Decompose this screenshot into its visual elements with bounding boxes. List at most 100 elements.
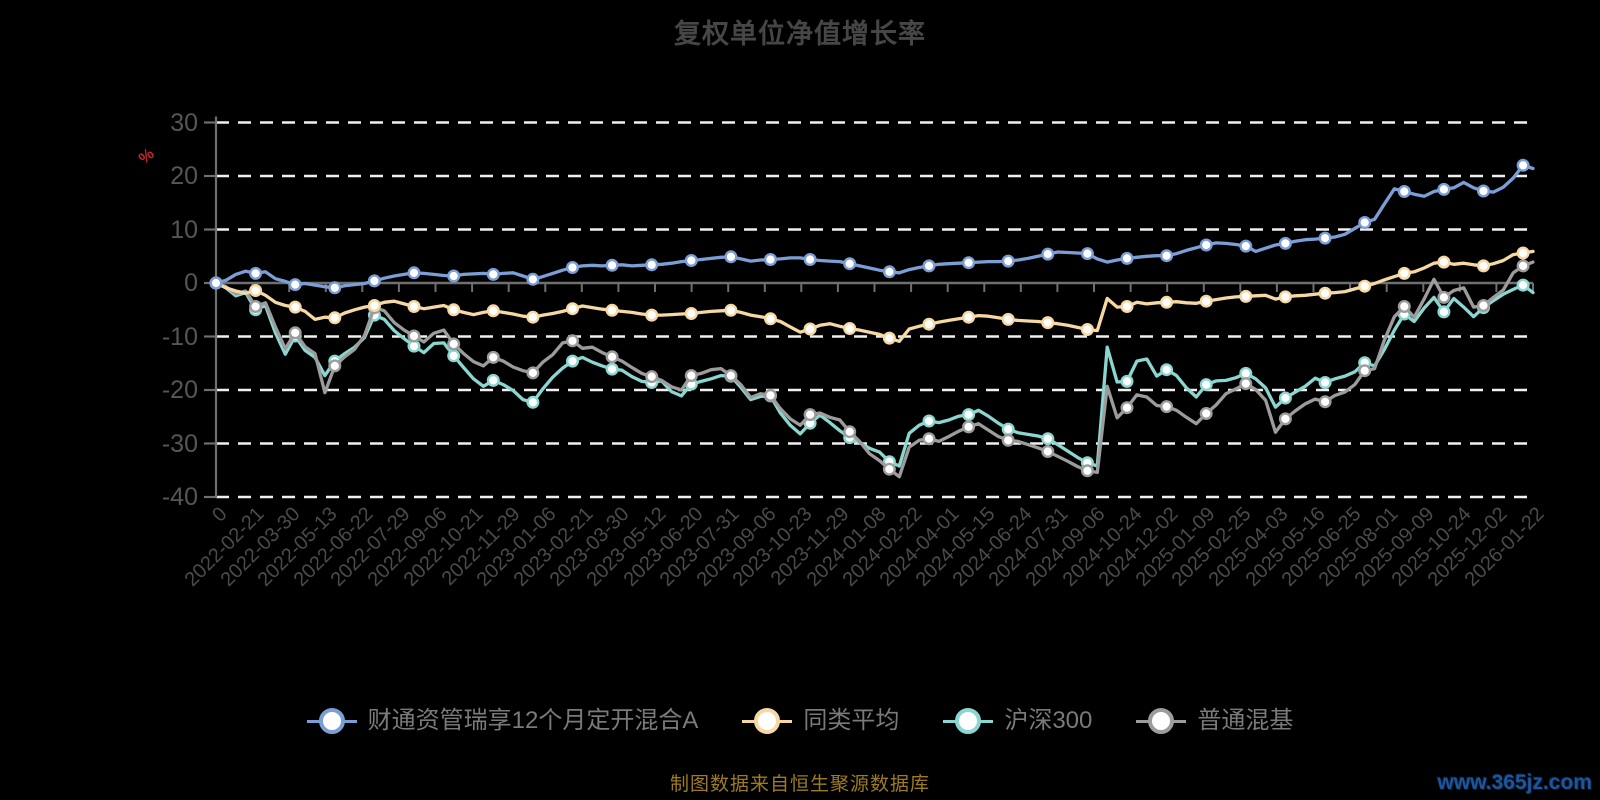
series-marker-0 xyxy=(288,278,302,292)
series-line-1 xyxy=(214,249,1535,343)
legend-label: 沪深300 xyxy=(1004,707,1093,734)
legend-marker-icon xyxy=(943,708,994,734)
legend-item-3[interactable]: 普通混基 xyxy=(1136,708,1293,734)
series-marker-0 xyxy=(249,266,263,280)
series-markers-0 xyxy=(209,158,1530,295)
series-line-3 xyxy=(214,260,1535,479)
series-marker-1 xyxy=(803,322,817,336)
series-marker-1 xyxy=(1041,316,1055,330)
series-marker-0 xyxy=(486,267,500,281)
legend-marker-icon xyxy=(742,708,793,734)
series-marker-2 xyxy=(526,395,540,409)
series-marker-1 xyxy=(1199,294,1213,308)
series-marker-3 xyxy=(764,388,778,402)
series-marker-2 xyxy=(1001,422,1015,436)
series-marker-3 xyxy=(922,432,936,446)
series-marker-1 xyxy=(1318,286,1332,300)
series-line-2 xyxy=(214,281,1535,468)
series-marker-1 xyxy=(1397,266,1411,280)
series-marker-3 xyxy=(447,337,461,351)
series-marker-3 xyxy=(645,370,659,384)
legend-item-2[interactable]: 沪深300 xyxy=(943,708,1092,734)
series-marker-3 xyxy=(1239,377,1253,391)
legend-item-0[interactable]: 财通资管瑞享12个月定开混合A xyxy=(306,708,698,734)
series-marker-3 xyxy=(803,408,817,422)
y-axis-label--10: -10 xyxy=(161,322,198,351)
series-marker-0 xyxy=(1278,236,1292,250)
series-marker-3 xyxy=(1199,407,1213,421)
series-marker-0 xyxy=(1476,184,1490,198)
series-marker-0 xyxy=(1397,184,1411,198)
series-marker-2 xyxy=(1437,305,1451,319)
series-marker-1 xyxy=(843,322,857,336)
series-marker-3 xyxy=(1516,259,1530,273)
series-marker-2 xyxy=(1318,376,1332,390)
series-marker-3 xyxy=(1120,401,1134,415)
series-marker-1 xyxy=(1437,255,1451,269)
series-marker-1 xyxy=(566,302,580,316)
series-marker-3 xyxy=(605,350,619,364)
series-marker-0 xyxy=(1199,238,1213,252)
series-marker-0 xyxy=(1120,251,1134,265)
series-marker-1 xyxy=(367,299,381,313)
series-marker-0 xyxy=(1001,254,1015,268)
series-marker-0 xyxy=(1358,215,1372,229)
series-marker-3 xyxy=(684,369,698,383)
legend-label: 普通混基 xyxy=(1197,707,1294,734)
series-marker-0 xyxy=(209,276,223,290)
series-marker-1 xyxy=(724,303,738,317)
series-marker-0 xyxy=(764,252,778,266)
legend-circle-icon xyxy=(754,708,781,734)
series-marker-2 xyxy=(1278,391,1292,405)
series-marker-1 xyxy=(645,308,659,322)
series-marker-1 xyxy=(962,310,976,324)
series-marker-0 xyxy=(367,274,381,288)
series-marker-1 xyxy=(526,310,540,324)
series-marker-3 xyxy=(1318,395,1332,409)
series-marker-0 xyxy=(1437,182,1451,196)
series-marker-2 xyxy=(1041,432,1055,446)
series-marker-3 xyxy=(724,369,738,383)
series-marker-1 xyxy=(1080,323,1094,337)
series-marker-3 xyxy=(1278,412,1292,426)
series-marker-0 xyxy=(724,250,738,264)
series-marker-0 xyxy=(1160,249,1174,263)
y-axis-label-30: 30 xyxy=(170,108,198,137)
series-marker-3 xyxy=(566,334,580,348)
y-axis-label-20: 20 xyxy=(170,162,198,190)
series-marker-0 xyxy=(566,261,580,275)
legend-item-1[interactable]: 同类平均 xyxy=(742,708,899,734)
chart-title: 复权单位净值增长率 xyxy=(674,19,926,49)
y-axis-label--20: -20 xyxy=(161,376,198,404)
series-marker-1 xyxy=(1120,300,1134,314)
series-marker-0 xyxy=(922,259,936,273)
series-marker-1 xyxy=(407,300,421,314)
series-line-0 xyxy=(214,163,1535,290)
series-marker-1 xyxy=(1239,289,1253,303)
series-marker-3 xyxy=(288,326,302,340)
series-marker-1 xyxy=(1476,259,1490,273)
series-marker-3 xyxy=(486,350,500,364)
series-marker-2 xyxy=(1120,374,1134,388)
legend-circle-icon xyxy=(318,708,345,734)
series-marker-2 xyxy=(605,362,619,376)
series-marker-1 xyxy=(882,331,896,345)
legend-marker-icon xyxy=(306,708,357,734)
series-marker-3 xyxy=(843,425,857,439)
y-axis-label--30: -30 xyxy=(161,429,198,458)
source-note: 制图数据来自恒生聚源数据库 xyxy=(669,774,930,795)
legend-marker-icon xyxy=(1136,708,1187,734)
series-marker-2 xyxy=(1516,278,1530,292)
series-marker-2 xyxy=(1160,363,1174,377)
series-marker-1 xyxy=(1358,279,1372,293)
series-marker-3 xyxy=(1160,400,1174,414)
series-marker-0 xyxy=(645,258,659,272)
series-marker-1 xyxy=(1160,295,1174,309)
series-marker-3 xyxy=(1041,445,1055,459)
series-marker-1 xyxy=(1516,246,1530,260)
series-marker-3 xyxy=(407,329,421,343)
series-marker-2 xyxy=(962,408,976,422)
series-marker-0 xyxy=(1239,239,1253,253)
